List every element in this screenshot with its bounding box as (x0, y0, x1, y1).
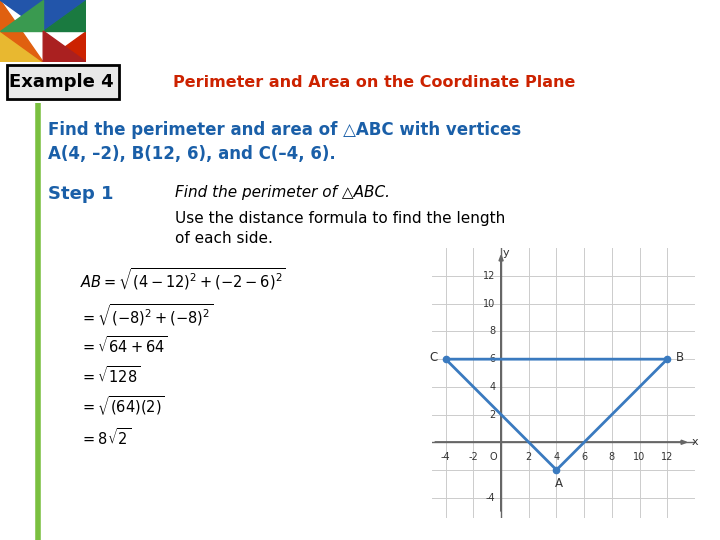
Text: 10: 10 (483, 299, 495, 309)
Text: Example 4: Example 4 (9, 73, 114, 91)
Text: Step 1: Step 1 (48, 185, 114, 202)
Text: 8: 8 (490, 327, 495, 336)
Text: 4: 4 (490, 382, 495, 392)
Text: $=8\sqrt{2}$: $=8\sqrt{2}$ (80, 427, 131, 448)
Text: y: y (503, 248, 510, 258)
Text: x: x (692, 437, 699, 447)
Text: Find the perimeter and area of △ABC with vertices: Find the perimeter and area of △ABC with… (48, 120, 521, 139)
Polygon shape (0, 0, 43, 62)
Polygon shape (43, 0, 86, 31)
Polygon shape (43, 31, 86, 62)
Text: A(4, –2), B(12, 6), and C(–4, 6).: A(4, –2), B(12, 6), and C(–4, 6). (48, 145, 336, 163)
Text: $AB=\sqrt{(4-12)^2+(-2-6)^2}$: $AB=\sqrt{(4-12)^2+(-2-6)^2}$ (80, 267, 286, 292)
Text: GEOMETRY: GEOMETRY (97, 6, 405, 54)
Text: Find the perimeter of △ABC.: Find the perimeter of △ABC. (175, 185, 390, 200)
Text: $=\sqrt{128}$: $=\sqrt{128}$ (80, 364, 140, 386)
Text: -2: -2 (469, 452, 478, 462)
Polygon shape (43, 31, 86, 62)
Text: 6: 6 (581, 452, 588, 462)
Text: 12: 12 (661, 452, 673, 462)
Text: -4: -4 (486, 492, 495, 503)
Text: -4: -4 (441, 452, 451, 462)
Text: 12: 12 (483, 271, 495, 281)
Text: 2: 2 (526, 452, 532, 462)
Text: B: B (675, 352, 684, 365)
FancyArrow shape (435, 440, 687, 444)
Text: 4: 4 (554, 452, 559, 462)
Polygon shape (0, 0, 86, 31)
Text: GLENCOE: GLENCOE (57, 9, 61, 39)
Text: C: C (429, 352, 438, 365)
Text: Use the distance formula to find the length: Use the distance formula to find the len… (175, 211, 505, 226)
Text: O: O (490, 452, 497, 462)
FancyArrow shape (499, 255, 503, 511)
Polygon shape (0, 31, 43, 62)
Text: 2: 2 (490, 409, 495, 420)
Text: $=\sqrt{(64)(2)}$: $=\sqrt{(64)(2)}$ (80, 395, 165, 418)
Text: of each side.: of each side. (175, 231, 273, 246)
Text: Perimeter and Area on the Coordinate Plane: Perimeter and Area on the Coordinate Pla… (174, 75, 575, 90)
Text: $=\sqrt{64+64}$: $=\sqrt{64+64}$ (80, 335, 168, 355)
Polygon shape (0, 0, 43, 31)
Text: 8: 8 (609, 452, 615, 462)
Text: A: A (555, 477, 563, 490)
FancyBboxPatch shape (7, 65, 119, 99)
Text: 6: 6 (490, 354, 495, 364)
Text: $=\sqrt{(-8)^2+(-8)^2}$: $=\sqrt{(-8)^2+(-8)^2}$ (80, 302, 214, 328)
Text: 10: 10 (634, 452, 646, 462)
